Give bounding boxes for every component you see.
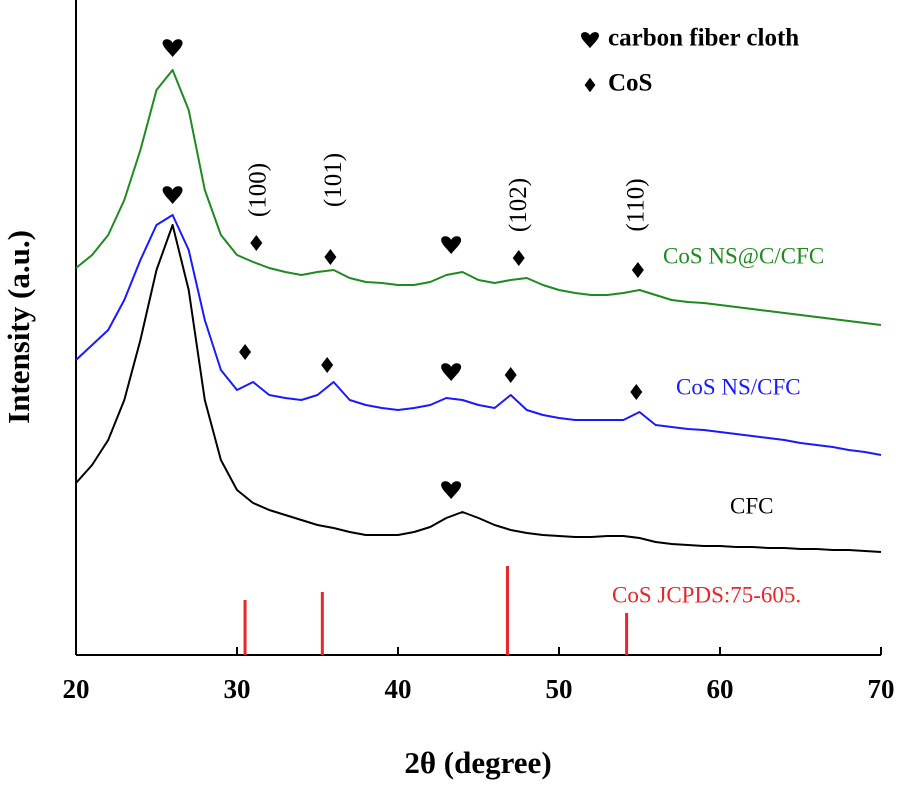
series-label: CoS NS/CFC bbox=[676, 374, 801, 399]
peak-marker bbox=[441, 481, 462, 499]
series-label: CFC bbox=[730, 493, 773, 518]
series-label: CoS NS@C/CFC bbox=[663, 243, 824, 268]
annotation: (100) bbox=[244, 163, 271, 217]
peak-marker bbox=[441, 363, 462, 381]
peak-marker bbox=[504, 367, 517, 383]
peak-marker bbox=[162, 186, 183, 204]
x-axis-label: 2θ (degree) bbox=[404, 745, 551, 780]
x-tick-label: 50 bbox=[546, 674, 573, 704]
annotation: (102) bbox=[505, 178, 532, 232]
series-line bbox=[75, 214, 882, 456]
x-tick-label: 60 bbox=[707, 674, 734, 704]
series-line bbox=[75, 224, 882, 553]
reference-label: CoS JCPDS:75-605. bbox=[612, 582, 801, 607]
series-line bbox=[75, 69, 882, 326]
peak-marker bbox=[324, 249, 337, 265]
x-tick-label: 20 bbox=[63, 674, 90, 704]
x-tick-label: 30 bbox=[224, 674, 251, 704]
peak-marker bbox=[441, 236, 462, 254]
legend-label: carbon fiber cloth bbox=[608, 25, 799, 52]
y-axis-label: Intensity (a.u.) bbox=[1, 230, 36, 424]
peak-marker bbox=[321, 357, 334, 373]
legend-label: CoS bbox=[608, 70, 652, 97]
legend-symbol bbox=[584, 77, 596, 93]
annotation: (110) bbox=[623, 178, 650, 231]
peak-marker bbox=[239, 344, 252, 360]
legend-symbol bbox=[581, 32, 599, 49]
peak-marker bbox=[630, 384, 643, 400]
peak-marker bbox=[512, 250, 525, 266]
x-tick-label: 40 bbox=[385, 674, 412, 704]
peak-marker bbox=[250, 235, 263, 251]
annotation: (101) bbox=[320, 153, 347, 207]
peak-marker bbox=[631, 262, 644, 278]
x-tick-label: 70 bbox=[868, 674, 895, 704]
peak-marker bbox=[162, 39, 183, 57]
